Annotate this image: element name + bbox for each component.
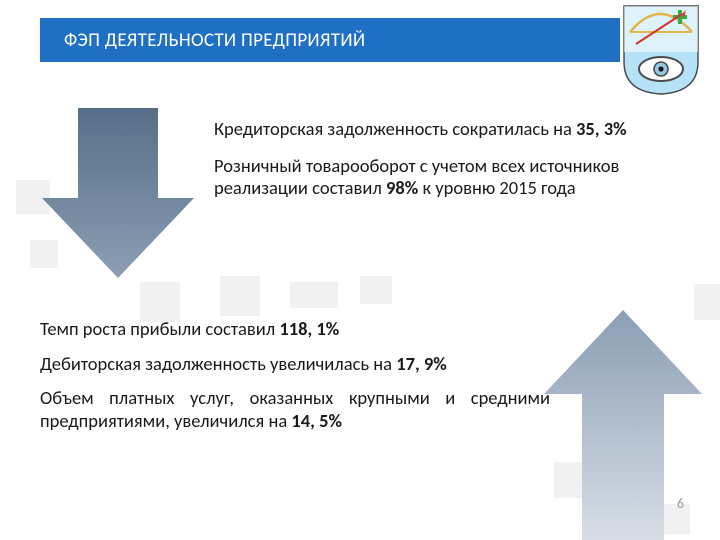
top-paragraph-2: Розничный товарооборот с учетом всех ист… [214, 155, 664, 200]
page-title: ФЭП ДЕЯТЕЛЬНОСТИ ПРЕДПРИЯТИЙ [64, 29, 365, 52]
header-bar: ФЭП ДЕЯТЕЛЬНОСТИ ПРЕДПРИЯТИЙ [40, 18, 620, 62]
bottom-paragraph-1: Темп роста прибыли составил 118, 1% [40, 318, 550, 341]
page-number: 6 [677, 495, 684, 512]
bottom-text-block: Темп роста прибыли составил 118, 1% Деби… [40, 318, 550, 444]
arrow-up-icon [544, 310, 702, 500]
bottom-paragraph-2: Дебиторская задолженность увеличилась на… [40, 353, 550, 376]
top-paragraph-1: Кредиторская задолженность сократилась н… [214, 118, 664, 141]
top-text-block: Кредиторская задолженность сократилась н… [214, 118, 664, 214]
coat-of-arms-emblem [622, 4, 700, 96]
arrow-down-icon [42, 108, 194, 278]
bottom-paragraph-3: Объем платных услуг, оказанных крупными … [40, 387, 550, 432]
